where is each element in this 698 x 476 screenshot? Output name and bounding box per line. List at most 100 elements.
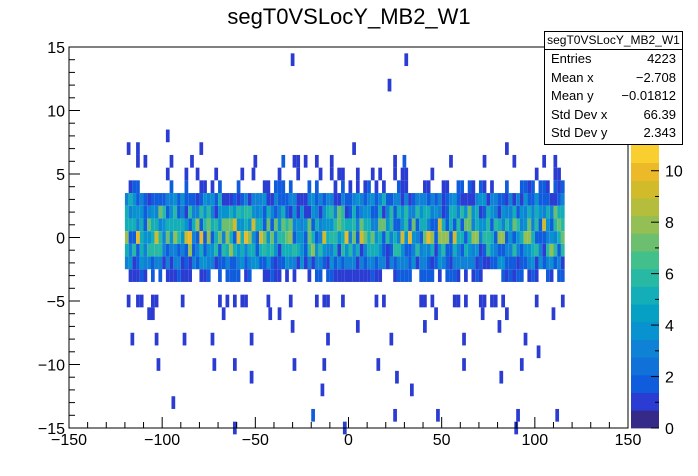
heatmap-cell [355,243,360,257]
heatmap-cell [456,180,461,194]
heatmap-cell [206,193,211,206]
heatmap-cell [452,256,457,270]
heatmap-cell [262,269,267,282]
color-scale-label: 4 [665,318,674,335]
heatmap-cell [232,243,237,257]
heatmap-cell [270,205,274,219]
heatmap-cell [240,294,245,308]
heatmap-cell [501,231,506,244]
color-scale-step [631,251,659,270]
heatmap-cell [229,193,233,206]
heatmap-cell [300,256,304,270]
heatmap-cell [259,243,263,257]
color-scale-step [631,198,659,217]
heatmap-cell [150,193,155,206]
heatmap-cell [557,193,561,206]
heatmap-cell [184,269,189,282]
heatmap-cell [262,256,267,270]
heatmap-cell [378,243,383,257]
heatmap-cell [553,180,558,194]
heatmap-cell [370,167,375,181]
heatmap-cell [136,243,140,257]
heatmap-cell [199,231,204,244]
heatmap-cell [314,269,319,282]
heatmap-cell [480,307,485,321]
heatmap-cell [478,180,483,194]
heatmap-cell [344,218,349,232]
heatmap-cell [303,205,308,219]
heatmap-cell [396,193,401,206]
heatmap-cell [460,205,465,219]
heatmap-cell [132,269,137,282]
heatmap-cell [236,256,241,270]
heatmap-cell [341,180,345,194]
heatmap-cell [288,256,293,270]
heatmap-cell [162,231,166,244]
heatmap-cell [471,269,476,282]
heatmap-cell [505,307,509,321]
heatmap-cell [546,180,550,194]
heatmap-cell [449,205,453,219]
heatmap-cell [505,256,509,270]
heatmap-cell [393,269,397,282]
heatmap-cell [404,256,409,270]
heatmap-cell [236,269,241,282]
heatmap-cell [355,167,360,181]
heatmap-cell [419,205,424,219]
heatmap-cell [404,205,409,219]
heatmap-cell [344,243,349,257]
heatmap-cell [546,218,550,232]
heatmap-cell [277,180,282,194]
heatmap-cell [180,205,185,219]
heatmap-cell [437,256,442,270]
heatmap-cell [508,205,513,219]
heatmap-cell [370,193,375,206]
stats-label: Std Dev x [551,106,608,122]
heatmap-cell [180,269,185,282]
heatmap-cell [456,294,461,308]
heatmap-cell [128,231,133,244]
heatmap-cell [247,205,252,219]
heatmap-cell [203,256,207,270]
heatmap-cell [251,243,256,257]
heatmap-cell [501,205,506,219]
heatmap-cell [232,294,237,308]
heatmap-cell [266,256,271,270]
heatmap-cell [367,180,371,194]
color-scale-step [631,410,659,429]
heatmap-cell [337,193,342,206]
heatmap-cell [203,269,207,282]
heatmap-cell [378,193,383,206]
heatmap-cell [281,180,286,194]
heatmap-cell [531,231,535,244]
heatmap-cell [285,243,289,257]
heatmap-cell [460,231,465,244]
heatmap-cell [206,231,211,244]
x-tick-label: −150 [51,432,87,449]
heatmap-cell [462,332,466,346]
heatmap-cell [460,243,465,257]
heatmap-cell [262,193,267,206]
heatmap-cell [378,167,383,181]
heatmap-cell [395,370,399,384]
heatmap-cell [352,193,356,206]
heatmap-cell [505,243,509,257]
heatmap-cell [359,205,364,219]
heatmap-cell [326,205,330,219]
heatmap-cell [441,231,446,244]
heatmap-cell [363,218,368,232]
heatmap-cell [370,243,375,257]
heatmap-cell [437,269,442,282]
heatmap-cell [221,307,226,321]
heatmap-cell [247,256,252,270]
x-tick-label: 0 [344,432,353,449]
heatmap-cell [173,193,178,206]
heatmap-cell [411,243,416,257]
heatmap-cell [341,256,345,270]
heatmap-cell [184,218,189,232]
heatmap-cell [199,243,204,257]
heatmap-cell [158,243,163,257]
heatmap-cell [363,269,368,282]
heatmap-cell [225,269,230,282]
heatmap-cell [430,167,435,181]
